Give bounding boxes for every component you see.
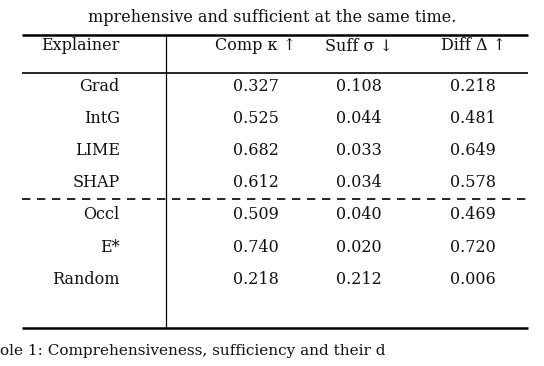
Text: 0.509: 0.509: [233, 206, 279, 223]
Text: 0.612: 0.612: [233, 174, 279, 191]
Text: 0.740: 0.740: [233, 239, 279, 255]
Text: 0.212: 0.212: [336, 271, 382, 288]
Text: SHAP: SHAP: [72, 174, 120, 191]
Text: mprehensive and sufficient at the same time.: mprehensive and sufficient at the same t…: [88, 9, 456, 26]
Text: 0.108: 0.108: [336, 78, 382, 94]
Text: Explainer: Explainer: [41, 37, 120, 54]
Text: 0.044: 0.044: [336, 110, 382, 127]
Text: 0.682: 0.682: [233, 142, 279, 159]
Text: Suff σ ↓: Suff σ ↓: [325, 37, 393, 54]
Text: 0.720: 0.720: [450, 239, 496, 255]
Text: 0.020: 0.020: [336, 239, 382, 255]
Text: LIME: LIME: [75, 142, 120, 159]
Text: 0.218: 0.218: [450, 78, 496, 94]
Text: IntG: IntG: [84, 110, 120, 127]
Text: 0.481: 0.481: [450, 110, 496, 127]
Text: 0.034: 0.034: [336, 174, 382, 191]
Text: 0.578: 0.578: [450, 174, 496, 191]
Text: 0.327: 0.327: [233, 78, 279, 94]
Text: 0.006: 0.006: [450, 271, 496, 288]
Text: Comp κ ↑: Comp κ ↑: [215, 37, 296, 54]
Text: Diff Δ ↑: Diff Δ ↑: [441, 37, 506, 54]
Text: ole 1: Comprehensiveness, sufficiency and their d: ole 1: Comprehensiveness, sufficiency an…: [0, 344, 386, 358]
Text: 0.649: 0.649: [450, 142, 496, 159]
Text: 0.525: 0.525: [233, 110, 279, 127]
Text: 0.033: 0.033: [336, 142, 382, 159]
Text: 0.469: 0.469: [450, 206, 496, 223]
Text: 0.218: 0.218: [233, 271, 279, 288]
Text: Random: Random: [52, 271, 120, 288]
Text: 0.040: 0.040: [336, 206, 382, 223]
Text: Grad: Grad: [79, 78, 120, 94]
Text: E*: E*: [100, 239, 120, 255]
Text: Occl: Occl: [83, 206, 120, 223]
